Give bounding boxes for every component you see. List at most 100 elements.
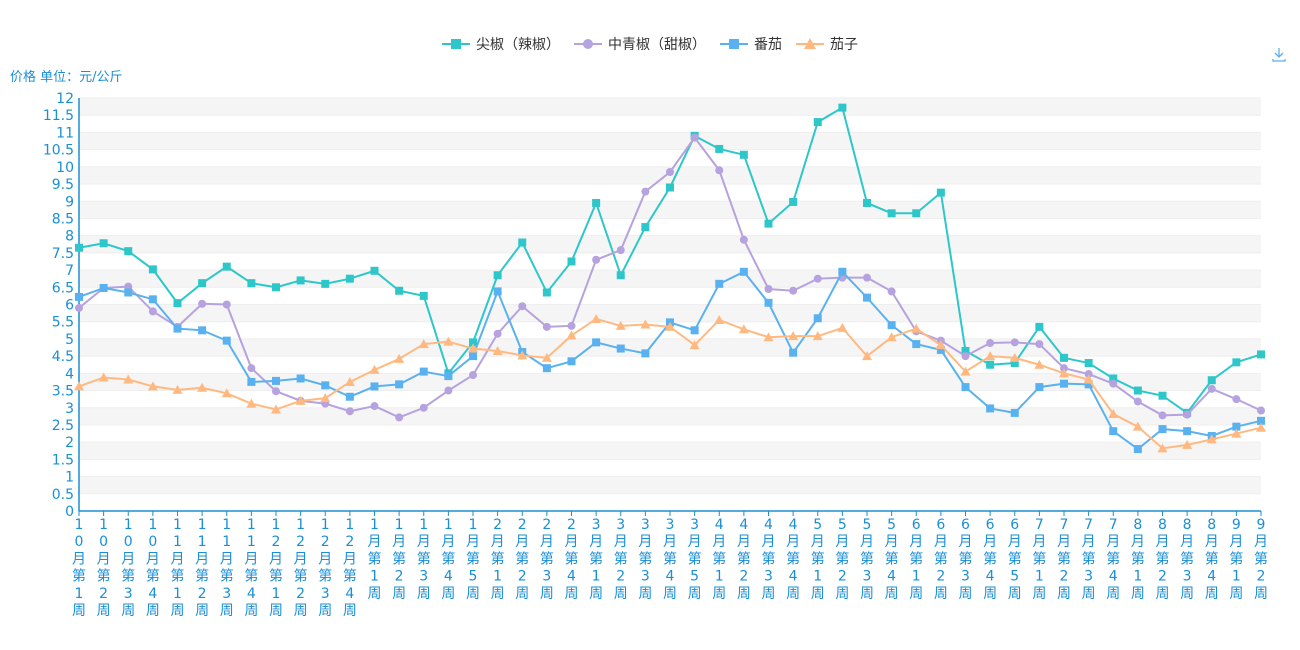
data-point: [887, 287, 896, 296]
data-point: [1133, 397, 1142, 406]
data-point: [419, 291, 428, 300]
data-point: [739, 235, 748, 244]
data-point: [1060, 379, 1068, 388]
data-point: [395, 413, 404, 422]
data-point: [813, 274, 822, 283]
data-point: [99, 239, 108, 248]
grid-band: [79, 235, 1261, 253]
data-point: [542, 364, 551, 373]
data-point: [296, 374, 305, 383]
data-point: [173, 299, 182, 308]
x-tick-label: 8 月第 1 周: [1131, 517, 1145, 602]
data-point: [222, 262, 231, 271]
data-point: [1232, 395, 1241, 404]
data-point: [812, 331, 823, 341]
data-point: [493, 329, 502, 338]
x-tick-label: 1 2 月第 1 周: [269, 517, 283, 619]
x-tick-label: 1 2 月第 3 周: [318, 517, 332, 619]
y-tick-label: 11.5: [43, 108, 74, 124]
data-point: [1231, 428, 1242, 438]
x-tick-label: 1 0 月第 3 周: [121, 517, 135, 619]
x-tick-label: 3 月第 4 周: [663, 517, 677, 602]
data-point: [616, 246, 625, 255]
data-point: [640, 319, 651, 329]
data-point: [1109, 374, 1118, 383]
y-tick-label: 0: [65, 504, 74, 520]
data-point: [715, 166, 724, 175]
data-point: [567, 357, 576, 366]
x-tick-label: 1 1 月第 4 周: [244, 517, 258, 619]
legend-label: 尖椒（辣椒）: [476, 37, 560, 53]
data-point: [493, 271, 502, 280]
data-point: [789, 197, 798, 206]
data-point: [148, 295, 157, 304]
y-tick-label: 4: [65, 366, 74, 382]
x-tick-label: 5 月第 2 周: [835, 517, 849, 602]
grid-band: [79, 338, 1261, 357]
x-tick-label: 6 月第 5 周: [1008, 517, 1022, 602]
y-tick-label: 2.5: [52, 418, 74, 434]
data-point: [1183, 410, 1192, 419]
data-point: [222, 336, 231, 345]
data-point: [1158, 425, 1167, 434]
data-point: [1084, 359, 1093, 368]
data-point: [764, 298, 773, 307]
x-tick-label: 6 月第 2 周: [934, 517, 948, 602]
x-tick-label: 1 2 月第 2 周: [294, 517, 308, 619]
data-point: [739, 150, 748, 159]
data-point: [345, 274, 354, 283]
x-tick-label: 6 月第 1 周: [909, 517, 923, 602]
legend-item-jianjiao[interactable]: 尖椒（辣椒）: [442, 34, 560, 54]
y-tick-label: 11: [56, 125, 74, 141]
data-point: [295, 395, 306, 405]
data-point: [172, 384, 183, 394]
x-tick-label: 5 月第 1 周: [811, 517, 825, 602]
data-point: [518, 347, 527, 356]
data-point: [961, 383, 970, 392]
data-point: [641, 349, 650, 358]
y-tick-label: 6.5: [52, 280, 74, 296]
grid-band: [79, 407, 1261, 425]
x-tick-label: 1 月第 5 周: [466, 517, 480, 602]
data-point: [960, 366, 971, 376]
x-tick-label: 1 0 月第 1 周: [72, 517, 86, 619]
data-point: [592, 255, 601, 264]
data-point: [320, 393, 331, 403]
data-point: [813, 118, 822, 127]
legend-line-square-icon: [720, 39, 748, 49]
data-point: [985, 351, 996, 361]
data-point: [247, 377, 256, 386]
x-tick-label: 7 月第 4 周: [1106, 517, 1120, 602]
y-tick-label: 5: [65, 332, 74, 348]
download-icon[interactable]: [1270, 46, 1288, 64]
data-point: [715, 144, 724, 153]
x-tick-label: 5 月第 4 周: [885, 517, 899, 602]
data-point: [75, 292, 83, 301]
x-tick-label: 2 月第 2 周: [515, 517, 529, 602]
x-tick-label: 1 1 月第 3 周: [220, 517, 234, 619]
legend-item-zhongqingjiao[interactable]: 中青椒（甜椒）: [574, 34, 706, 54]
data-point: [247, 364, 256, 373]
legend-item-fanqie[interactable]: 番茄: [720, 34, 782, 54]
data-point: [1257, 350, 1265, 359]
data-point: [1035, 340, 1044, 349]
data-point: [222, 300, 231, 309]
x-tick-label: 1 月第 3 周: [417, 517, 431, 602]
data-point: [1059, 368, 1069, 378]
data-point: [344, 376, 355, 386]
data-point: [592, 338, 601, 347]
x-tick-label: 9 月第 1 周: [1229, 517, 1243, 602]
data-point: [1183, 427, 1192, 436]
x-tick-label: 1 0 月第 4 周: [146, 517, 160, 619]
legend-item-qiezi[interactable]: 茄子: [796, 34, 858, 54]
legend-label: 中青椒（甜椒）: [608, 37, 706, 53]
data-point: [689, 340, 700, 350]
data-point: [591, 313, 602, 323]
data-point: [665, 321, 675, 331]
data-point: [518, 302, 527, 311]
data-point: [1108, 408, 1119, 418]
data-point: [74, 381, 84, 391]
data-point: [198, 299, 207, 308]
data-point: [148, 307, 157, 316]
grid-band: [79, 442, 1261, 460]
